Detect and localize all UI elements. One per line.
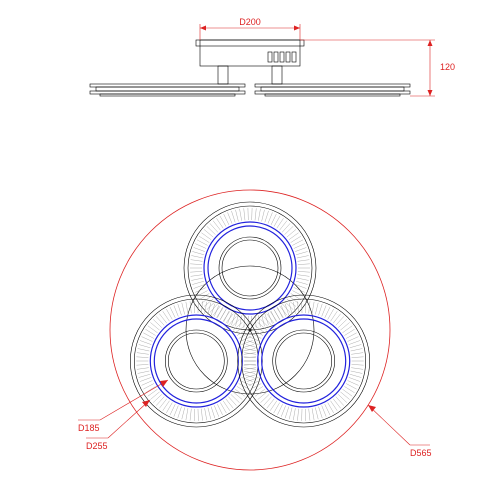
dim-d200-label: D200 xyxy=(239,17,261,27)
vent-slots xyxy=(268,52,296,62)
right-head xyxy=(255,84,410,96)
dim-d565-label: D565 xyxy=(410,448,432,458)
dim-120: 120 xyxy=(300,40,455,96)
plan-view xyxy=(110,190,390,470)
dim-d565: D565 xyxy=(368,405,432,458)
dim-d255-label: D255 xyxy=(86,441,108,451)
dim-d185-label: D185 xyxy=(78,423,100,433)
dim-d200: D200 xyxy=(200,17,300,40)
dim-120-label: 120 xyxy=(440,62,455,72)
side-view: D200 120 xyxy=(90,17,455,96)
drawing-canvas: D200 120 D565 D255 D185 xyxy=(0,0,500,500)
left-head xyxy=(90,84,245,96)
